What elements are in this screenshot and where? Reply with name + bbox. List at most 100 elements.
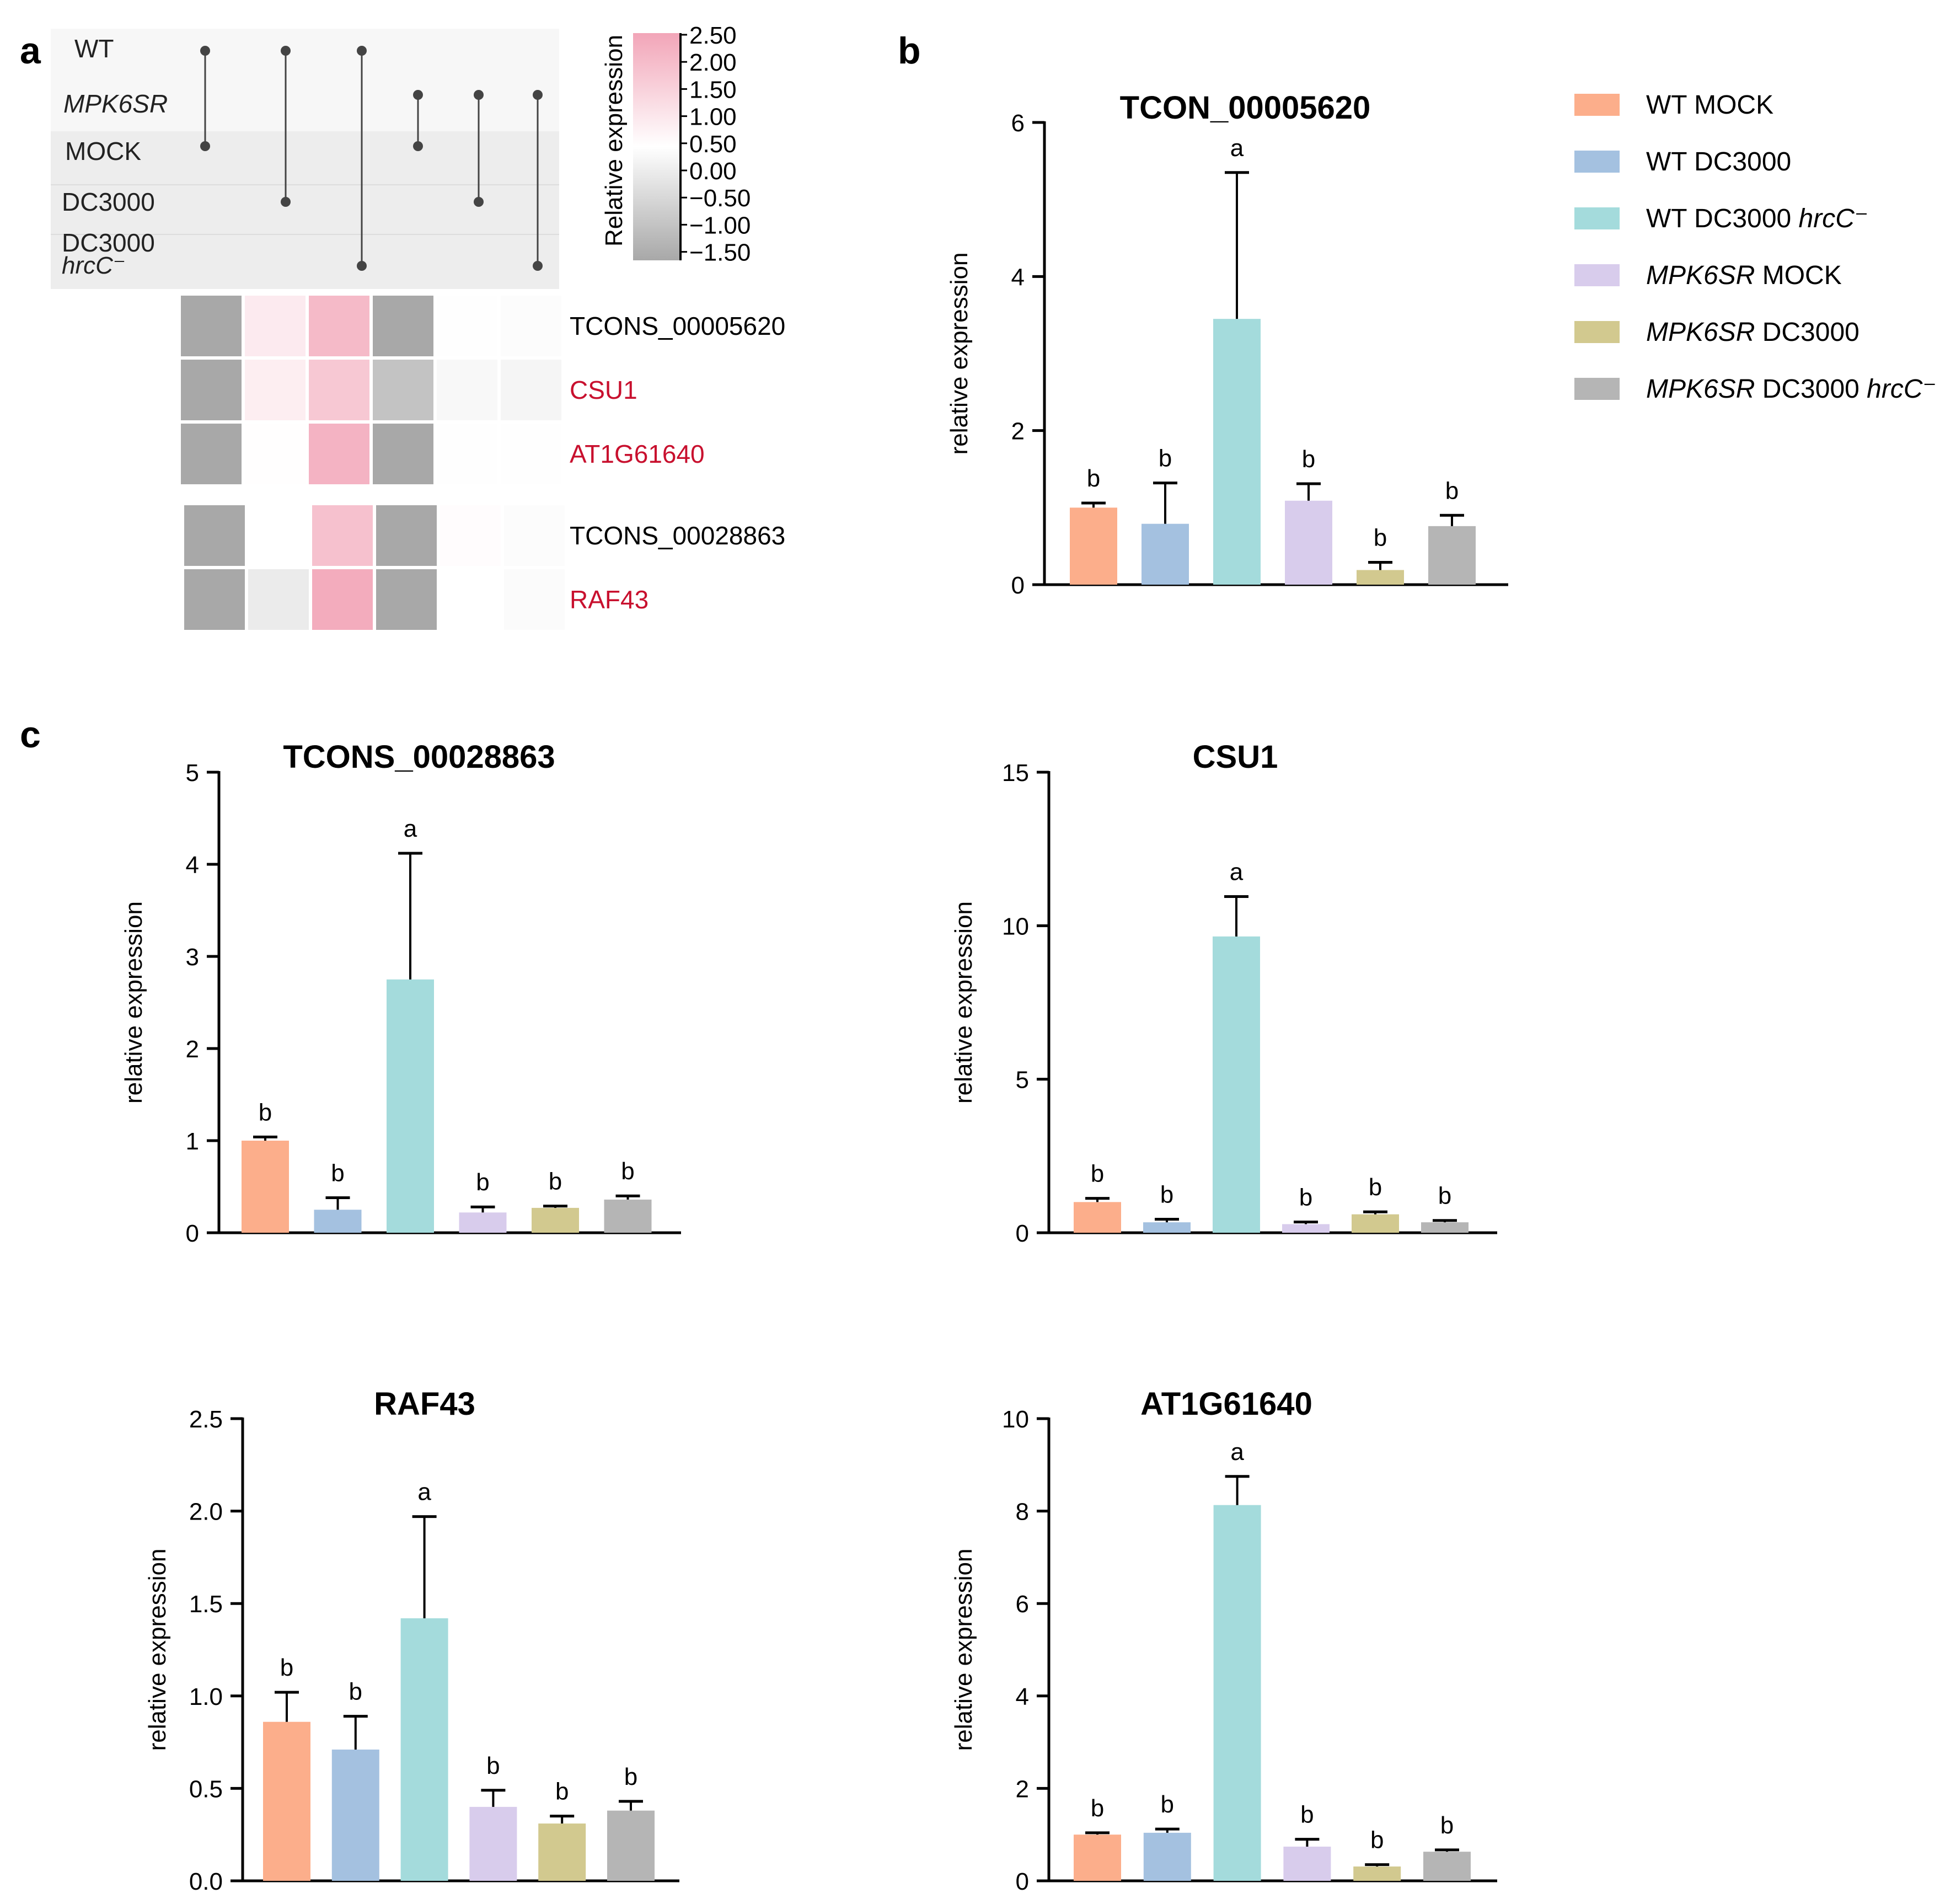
matrix-dot (357, 261, 367, 271)
y-tick-label: 2 (1016, 1775, 1029, 1803)
y-tick-label: 15 (1002, 760, 1029, 787)
matrix-row-sublabel: hrcC⁻ (62, 252, 126, 279)
bar (604, 1199, 652, 1233)
bar (1282, 1224, 1330, 1233)
significance-letter: b (280, 1654, 293, 1681)
bar (387, 979, 434, 1233)
legend-label-part: WT DC3000 (1646, 147, 1791, 177)
chart-title: AT1G61640 (1140, 1386, 1312, 1422)
significance-letter: b (1445, 477, 1459, 504)
heatmap-cell (437, 360, 497, 420)
y-tick-label: 0 (1016, 1868, 1029, 1895)
panel-a-matrix-heatmap: WTMPK6SRMOCKDC3000DC3000hrcC⁻TCONS_00005… (51, 22, 785, 630)
heatmap-cell (309, 296, 369, 356)
bar (1213, 936, 1260, 1233)
legend-label-part: hrcC⁻ (1867, 375, 1937, 404)
heatmap-cell (501, 360, 561, 420)
chart-title: TCON_00005620 (1120, 90, 1371, 126)
colorbar-tick-label: 0.00 (689, 158, 737, 185)
chart-c1: TCONS_00028863 0 1 2 3 4 5 relative expression b… (120, 739, 681, 1247)
legend-swatch (1574, 151, 1620, 173)
significance-letter: b (1438, 1183, 1451, 1210)
matrix-dot (413, 141, 423, 151)
matrix-row-label: WT (74, 34, 114, 63)
y-tick-label: 10 (1002, 913, 1029, 940)
significance-letter: b (1374, 524, 1387, 551)
heatmap-cell (309, 360, 369, 420)
chart-c2: CSU1 0 5 10 15 relative expression b b a b b b (950, 739, 1497, 1247)
legend-swatch (1574, 321, 1620, 343)
bar-charts: TCON_00005620 0 2 4 6 relative expression b b a b… (120, 90, 1508, 1895)
bar (538, 1823, 586, 1881)
significance-letter: a (1230, 1438, 1244, 1466)
significance-letter: b (1160, 1181, 1173, 1208)
bar (1142, 523, 1189, 585)
significance-letter: b (1370, 1827, 1384, 1854)
bar (1143, 1832, 1191, 1881)
significance-letter: b (331, 1160, 344, 1187)
y-tick-label: 6 (1016, 1591, 1029, 1618)
heatmap-cell (181, 424, 242, 484)
heatmap-cell (184, 569, 245, 630)
y-tick-label: 2 (186, 1036, 199, 1063)
legend-label-part: MPK6SR (1646, 318, 1755, 347)
heatmap-cell (373, 360, 433, 420)
chart-title: CSU1 (1193, 739, 1278, 775)
significance-letter: b (1299, 1184, 1312, 1211)
matrix-row-label: DC3000 (62, 188, 155, 216)
heatmap-row-label: AT1G61640 (570, 440, 705, 468)
significance-letter: a (404, 815, 417, 842)
y-tick-label: 0 (1016, 1220, 1029, 1247)
y-tick-label: 4 (186, 852, 199, 879)
chart-c3: RAF43 0.0 0.5 1.0 1.5 2.0 2.5 relative expressi… (144, 1386, 679, 1895)
heatmap-cell (245, 360, 306, 420)
heatmap-cell (309, 424, 369, 484)
significance-letter: b (1440, 1812, 1454, 1839)
matrix-dot (474, 90, 484, 100)
significance-letter: b (1159, 445, 1172, 472)
heatmap-cell (501, 296, 561, 356)
bar (1143, 1222, 1191, 1233)
legend-label: WT MOCK (1646, 90, 1773, 120)
significance-letter: b (1091, 1160, 1104, 1188)
y-tick-label: 2.0 (189, 1499, 223, 1526)
matrix-dot (474, 197, 484, 207)
heatmap-cell (504, 569, 565, 630)
chart-b: TCON_00005620 0 2 4 6 relative expression b b a b… (946, 90, 1508, 599)
y-axis-label: relative expression (120, 901, 147, 1104)
heatmap-cell (440, 505, 501, 566)
matrix-band-treatment (51, 131, 559, 289)
y-axis-label: relative expression (950, 901, 977, 1104)
bar (532, 1207, 579, 1233)
heatmap-cell (245, 424, 306, 484)
significance-letter: b (349, 1678, 362, 1705)
y-tick-label: 1.0 (189, 1683, 223, 1710)
heatmap-cell (181, 296, 242, 356)
bar (469, 1806, 517, 1881)
bar (1428, 526, 1476, 585)
y-axis-label: relative expression (144, 1549, 171, 1751)
heatmap-cell (248, 569, 309, 630)
y-tick-label: 4 (1016, 1683, 1029, 1710)
significance-letter: b (1091, 1795, 1104, 1822)
bar (242, 1141, 289, 1233)
significance-letter: a (1230, 858, 1244, 885)
y-tick-label: 8 (1016, 1499, 1029, 1526)
matrix-dot (357, 46, 367, 56)
matrix-dot (200, 46, 210, 56)
y-tick-label: 0 (1011, 572, 1025, 599)
colorbar-tick-label: 2.50 (689, 22, 737, 49)
legend-label-part: MPK6SR (1646, 375, 1755, 404)
y-tick-label: 4 (1011, 264, 1025, 291)
heatmap-cell (181, 360, 242, 420)
y-tick-label: 1 (186, 1128, 199, 1155)
matrix-row-label: MOCK (65, 137, 141, 165)
chart-c4: AT1G61640 0 2 4 6 8 10 relative expression b b a b b… (950, 1386, 1497, 1895)
y-tick-label: 5 (1016, 1067, 1029, 1094)
y-tick-label: 0.0 (189, 1868, 223, 1895)
heatmap-row-label: RAF43 (570, 585, 649, 614)
heatmap-cell (184, 505, 245, 566)
heatmap-row-label: CSU1 (570, 376, 637, 404)
significance-letter: b (549, 1168, 562, 1195)
